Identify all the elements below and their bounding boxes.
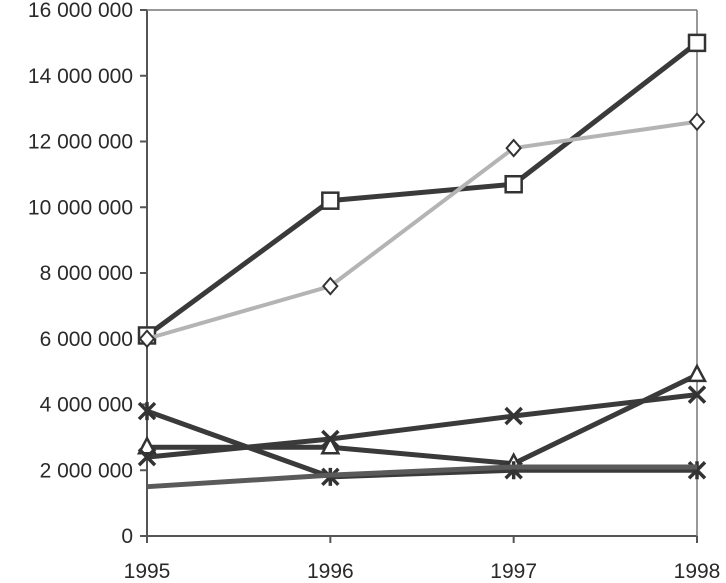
data-point <box>137 447 157 467</box>
x-tick-label: 1996 <box>307 560 354 583</box>
data-point <box>320 435 341 455</box>
y-tick-label: 4 000 000 <box>40 394 133 417</box>
y-tick-label: 16 000 000 <box>28 0 133 22</box>
x-tick-label: 1998 <box>674 560 721 583</box>
data-point <box>688 112 706 132</box>
series-4 <box>137 385 707 467</box>
series-6 <box>146 464 697 490</box>
series-3 <box>136 363 708 471</box>
x-tick-label: 1995 <box>124 560 171 583</box>
series-line <box>146 392 698 460</box>
series-1 <box>137 33 707 345</box>
series-lines <box>136 33 708 490</box>
series-line <box>146 119 698 341</box>
data-point <box>321 191 340 210</box>
data-point <box>687 385 707 404</box>
y-tick-label: 14 000 000 <box>28 65 133 88</box>
data-point <box>504 174 523 194</box>
y-tick-labels: 0 2 000 000 4 000 000 6 000 000 8 000 000 10 … <box>28 0 133 548</box>
data-point <box>137 401 157 421</box>
data-point <box>322 276 339 296</box>
series-line <box>145 40 699 338</box>
y-tick-label: 10 000 000 <box>28 196 133 219</box>
x-tick-labels: 1995 1996 1997 1998 <box>124 560 721 583</box>
data-point <box>138 329 156 349</box>
data-point <box>504 406 523 426</box>
y-tick-label: 6 000 000 <box>40 328 133 351</box>
series-line <box>146 464 697 490</box>
data-point <box>686 363 708 383</box>
y-tick-label: 2 000 000 <box>40 459 133 482</box>
data-point <box>136 435 158 455</box>
y-tick-label: 0 <box>121 525 133 548</box>
data-point <box>321 429 340 449</box>
y-tick-label: 12 000 000 <box>28 131 133 154</box>
x-tick-label: 1997 <box>490 560 537 583</box>
data-point <box>687 33 707 53</box>
series-2 <box>138 112 706 349</box>
data-point <box>505 138 522 158</box>
y-tick-label: 8 000 000 <box>40 262 133 285</box>
